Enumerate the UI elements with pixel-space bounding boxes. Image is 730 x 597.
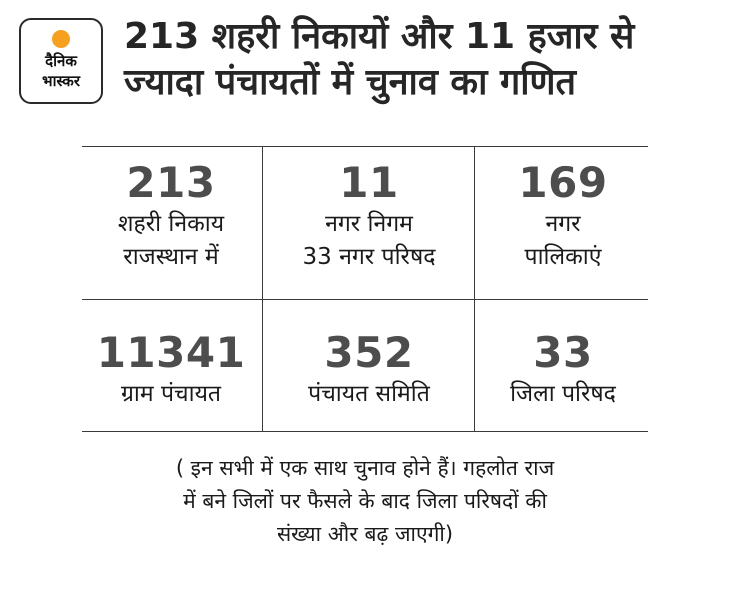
stat-number: 11 xyxy=(339,158,399,207)
grid-divider-top xyxy=(82,146,648,147)
logo-text-line1: दैनिक xyxy=(45,52,77,70)
grid-divider-middle xyxy=(82,299,648,300)
stat-label-line1: नगर निगम xyxy=(325,211,413,237)
stat-label-line1: नगर xyxy=(545,211,581,237)
stat-label-line1: ग्राम पंचायत xyxy=(120,381,222,407)
headline: 213 शहरी निकायों और 11 हजार से ज्यादा पं… xyxy=(124,14,724,106)
stat-label-line1: शहरी निकाय xyxy=(117,211,225,237)
stat-label-line1: पंचायत समिति xyxy=(308,381,430,407)
stat-label-line2: पालिकाएं xyxy=(524,244,602,270)
footnote-line1: ( इन सभी में एक साथ चुनाव होने हैं। गहलो… xyxy=(175,456,555,480)
logo-text-line2: भास्कर xyxy=(42,72,80,90)
stat-cell-municipal-corporations: 11 नगर निगम 33 नगर परिषद xyxy=(274,158,464,274)
stat-number: 169 xyxy=(518,158,608,207)
stat-label-line2: राजस्थान में xyxy=(123,244,219,270)
footnote-line2: में बने जिलों पर फैसले के बाद जिला परिषद… xyxy=(183,489,547,513)
stat-cell-zila-parishad: 33 जिला परिषद xyxy=(468,328,658,411)
stat-cell-gram-panchayat: 11341 ग्राम पंचायत xyxy=(76,328,266,411)
stat-cell-panchayat-samiti: 352 पंचायत समिति xyxy=(274,328,464,411)
stat-cell-urban-bodies: 213 शहरी निकाय राजस्थान में xyxy=(76,158,266,274)
stat-cell-municipalities: 169 नगर पालिकाएं xyxy=(468,158,658,274)
footnote: ( इन सभी में एक साथ चुनाव होने हैं। गहलो… xyxy=(100,452,630,551)
stat-number: 11341 xyxy=(96,328,246,377)
grid-divider-bottom xyxy=(82,431,648,432)
footnote-line3: संख्या और बढ़ जाएगी) xyxy=(276,522,454,546)
grid-divider-col1 xyxy=(262,146,263,432)
headline-line1: 213 शहरी निकायों और 11 हजार से xyxy=(124,16,635,57)
dainik-bhaskar-logo: दैनिक भास्कर xyxy=(19,18,103,104)
sun-dot-icon xyxy=(52,30,70,48)
stat-label-line1: जिला परिषद xyxy=(510,381,616,407)
headline-line2: ज्यादा पंचायतों में चुनाव का गणित xyxy=(124,62,577,103)
stat-number: 33 xyxy=(533,328,593,377)
stats-grid: 213 शहरी निकाय राजस्थान में 11 नगर निगम … xyxy=(82,146,648,432)
stat-number: 213 xyxy=(126,158,216,207)
stat-number: 352 xyxy=(324,328,414,377)
stat-label-line2: 33 नगर परिषद xyxy=(302,244,436,270)
grid-divider-col2 xyxy=(474,146,475,432)
